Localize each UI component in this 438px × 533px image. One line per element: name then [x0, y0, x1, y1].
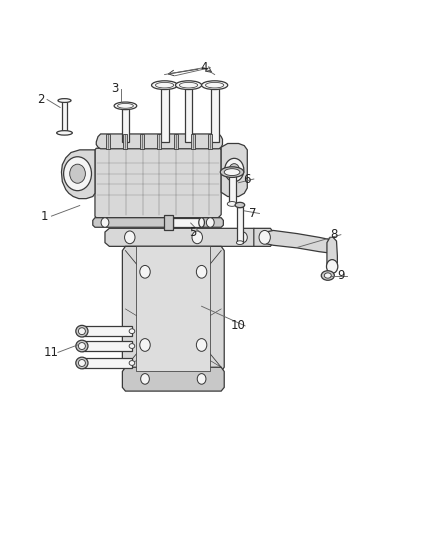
Polygon shape	[96, 134, 223, 149]
Circle shape	[140, 265, 150, 278]
Polygon shape	[106, 134, 110, 149]
Ellipse shape	[201, 81, 228, 90]
Ellipse shape	[57, 131, 72, 135]
Ellipse shape	[199, 217, 205, 227]
Circle shape	[197, 374, 206, 384]
Polygon shape	[211, 85, 219, 142]
Text: 9: 9	[337, 269, 345, 282]
Ellipse shape	[227, 201, 237, 206]
Polygon shape	[164, 215, 173, 230]
Circle shape	[229, 164, 240, 176]
Ellipse shape	[114, 102, 137, 110]
Text: 1: 1	[41, 209, 49, 223]
Ellipse shape	[78, 360, 85, 367]
Ellipse shape	[235, 203, 245, 208]
Text: 8: 8	[331, 228, 338, 241]
Polygon shape	[95, 148, 221, 217]
Polygon shape	[122, 367, 224, 391]
Circle shape	[206, 217, 214, 227]
Ellipse shape	[58, 99, 71, 102]
Polygon shape	[185, 85, 192, 142]
Polygon shape	[173, 218, 201, 227]
Text: 5: 5	[189, 225, 197, 239]
Ellipse shape	[176, 81, 201, 90]
Text: 6: 6	[244, 173, 251, 185]
Polygon shape	[327, 237, 337, 269]
Text: 7: 7	[249, 207, 257, 220]
Polygon shape	[123, 134, 127, 149]
Circle shape	[141, 374, 149, 384]
Circle shape	[225, 158, 244, 182]
Ellipse shape	[76, 340, 88, 352]
Polygon shape	[62, 101, 67, 133]
Ellipse shape	[224, 168, 240, 175]
Polygon shape	[82, 341, 132, 351]
Ellipse shape	[76, 357, 88, 369]
Text: 4: 4	[200, 61, 208, 74]
Text: 2: 2	[37, 93, 44, 106]
Polygon shape	[161, 85, 169, 142]
Polygon shape	[191, 134, 195, 149]
Circle shape	[124, 231, 135, 244]
Polygon shape	[140, 134, 144, 149]
Polygon shape	[208, 134, 212, 149]
Circle shape	[259, 230, 270, 244]
Circle shape	[239, 232, 247, 243]
Circle shape	[326, 260, 338, 273]
Text: 3: 3	[111, 83, 118, 95]
Polygon shape	[174, 134, 178, 149]
Circle shape	[101, 217, 109, 227]
Ellipse shape	[129, 361, 135, 366]
Circle shape	[70, 164, 85, 183]
Ellipse shape	[237, 241, 244, 245]
Circle shape	[196, 265, 207, 278]
Text: 10: 10	[231, 319, 246, 333]
Polygon shape	[221, 143, 247, 197]
Polygon shape	[136, 246, 210, 372]
Circle shape	[196, 338, 207, 351]
Ellipse shape	[324, 273, 331, 278]
Ellipse shape	[129, 344, 135, 349]
Polygon shape	[93, 217, 223, 227]
Polygon shape	[82, 326, 132, 336]
Text: 11: 11	[44, 346, 59, 359]
Circle shape	[64, 157, 92, 191]
Circle shape	[192, 231, 202, 244]
Ellipse shape	[78, 328, 85, 335]
Polygon shape	[122, 246, 224, 372]
Ellipse shape	[76, 325, 88, 337]
Polygon shape	[237, 207, 243, 243]
Polygon shape	[61, 150, 95, 199]
Circle shape	[140, 338, 150, 351]
Ellipse shape	[78, 343, 85, 350]
Ellipse shape	[152, 81, 178, 90]
Ellipse shape	[220, 167, 244, 177]
Ellipse shape	[321, 271, 334, 280]
Polygon shape	[157, 134, 161, 149]
Polygon shape	[229, 175, 236, 204]
Polygon shape	[105, 228, 258, 246]
Ellipse shape	[129, 329, 135, 334]
Polygon shape	[254, 228, 273, 246]
Polygon shape	[122, 106, 129, 142]
Polygon shape	[82, 358, 132, 368]
Polygon shape	[266, 230, 333, 253]
